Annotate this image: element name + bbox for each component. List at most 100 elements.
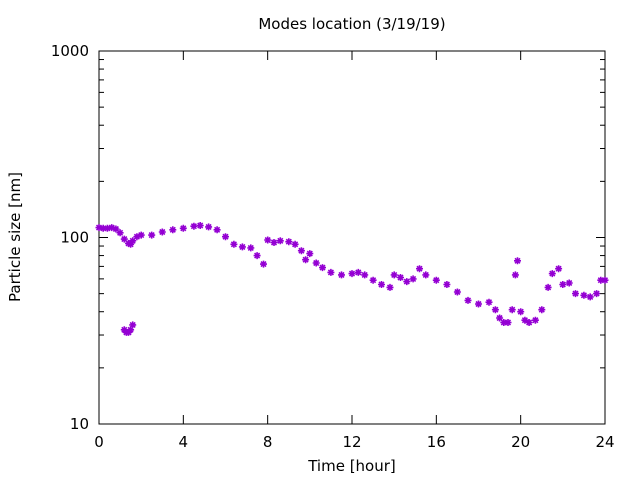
data-point — [422, 271, 430, 279]
data-point — [148, 231, 156, 239]
data-point — [190, 222, 198, 230]
data-point — [103, 224, 111, 232]
data-point — [169, 226, 177, 234]
data-point — [222, 233, 229, 241]
data-point — [491, 306, 499, 314]
data-point — [348, 270, 356, 278]
data-point — [354, 268, 362, 276]
data-point — [538, 306, 546, 314]
data-point — [559, 281, 567, 288]
data-point — [369, 276, 377, 284]
data-point — [129, 321, 137, 329]
data-point — [432, 276, 440, 284]
data-point — [253, 252, 261, 260]
data-point — [302, 256, 310, 264]
data-point — [500, 319, 508, 326]
x-axis-label: Time [hour] — [307, 457, 396, 475]
data-point — [133, 233, 141, 241]
data-point — [99, 224, 107, 232]
data-point — [129, 237, 137, 245]
data-point — [179, 224, 187, 232]
x-tick-label: 20 — [511, 433, 530, 451]
data-point — [137, 231, 145, 239]
data-point — [116, 229, 124, 237]
x-tick-label: 8 — [263, 433, 273, 451]
data-point — [572, 290, 579, 298]
data-point — [386, 283, 394, 291]
y-axis-ticks: 10 100 1000 — [51, 42, 605, 433]
data-point — [416, 265, 423, 273]
data-point — [531, 316, 539, 324]
data-point — [127, 240, 135, 248]
y-tick-label: 1000 — [51, 42, 89, 60]
data-point — [285, 238, 293, 246]
data-point — [443, 281, 451, 288]
data-point — [306, 250, 314, 258]
data-point — [247, 244, 255, 252]
plot-frame — [98, 50, 606, 425]
data-point — [580, 291, 588, 299]
data-point — [120, 235, 128, 243]
data-point — [127, 326, 135, 334]
x-axis-ticks: 0 4 8 12 16 20 24 — [94, 51, 615, 451]
data-point — [403, 278, 411, 286]
x-tick-label: 4 — [179, 433, 189, 451]
data-point — [517, 308, 525, 316]
data-point — [475, 300, 482, 308]
data-point — [327, 268, 335, 276]
data-point — [276, 237, 284, 245]
data-point — [338, 271, 345, 279]
x-tick-label: 24 — [595, 433, 614, 451]
y-minor-ticks — [99, 59, 605, 369]
data-point — [312, 259, 320, 267]
chart-title: Modes location (3/19/19) — [258, 15, 445, 33]
x-tick-label: 12 — [342, 433, 361, 451]
data-point — [264, 236, 272, 244]
data-point — [504, 319, 512, 326]
data-points — [95, 222, 609, 336]
data-point — [112, 225, 120, 233]
data-point — [238, 243, 246, 251]
data-point — [319, 264, 326, 272]
data-point — [213, 226, 221, 234]
data-point — [409, 275, 417, 283]
data-point — [525, 319, 533, 326]
data-point — [390, 271, 398, 279]
data-point — [453, 288, 461, 296]
data-point — [496, 314, 504, 322]
data-point — [297, 247, 305, 255]
y-tick-label: 10 — [70, 415, 89, 433]
data-point — [508, 306, 516, 314]
data-point — [601, 276, 609, 284]
data-point — [544, 283, 552, 291]
data-point — [260, 260, 267, 268]
data-point — [548, 270, 556, 278]
data-point — [158, 228, 166, 236]
data-point — [196, 222, 204, 229]
x-tick-label: 0 — [94, 433, 104, 451]
data-point — [397, 274, 404, 281]
data-point — [593, 290, 601, 298]
data-point — [597, 276, 605, 284]
data-point — [95, 224, 103, 232]
data-point — [108, 224, 116, 232]
data-point — [378, 281, 385, 288]
data-point — [555, 265, 563, 273]
data-point — [511, 271, 519, 279]
data-point — [270, 239, 278, 246]
y-tick-label: 100 — [60, 229, 89, 247]
data-point — [464, 296, 472, 304]
data-point — [521, 316, 529, 324]
data-point — [586, 293, 594, 301]
x-tick-label: 16 — [427, 433, 446, 451]
data-point — [485, 298, 493, 306]
data-point — [230, 240, 238, 248]
data-point — [291, 240, 299, 248]
data-point — [565, 279, 573, 287]
data-point — [205, 223, 213, 231]
data-point — [125, 239, 132, 247]
data-point — [514, 257, 521, 265]
data-point — [361, 271, 369, 279]
y-axis-label: Particle size [nm] — [6, 172, 24, 302]
